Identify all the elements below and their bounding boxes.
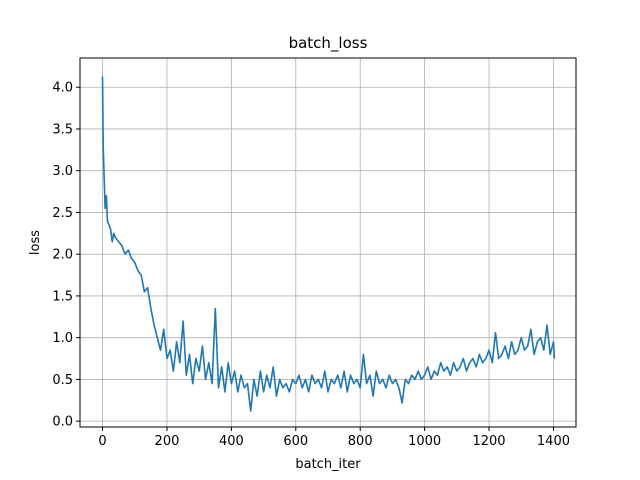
chart-title: batch_loss bbox=[289, 34, 368, 53]
x-tick-label: 0 bbox=[98, 434, 106, 449]
y-axis-label: loss bbox=[28, 230, 43, 255]
x-tick-label: 1000 bbox=[408, 434, 441, 449]
y-tick-label: 3.5 bbox=[52, 122, 73, 137]
x-tick-label: 400 bbox=[219, 434, 244, 449]
y-tick-label: 1.5 bbox=[52, 289, 73, 304]
x-tick-label: 1200 bbox=[472, 434, 505, 449]
x-tick-label: 1400 bbox=[537, 434, 570, 449]
x-tick-label: 600 bbox=[283, 434, 308, 449]
series-line-0 bbox=[101, 76, 556, 412]
y-tick-label: 2.0 bbox=[52, 248, 73, 263]
x-tick-label: 200 bbox=[155, 434, 180, 449]
y-tick-label: 4.0 bbox=[52, 81, 73, 96]
plot-frame bbox=[79, 57, 577, 428]
y-tick-label: 1.0 bbox=[52, 331, 73, 346]
y-tick-label: 0.5 bbox=[52, 373, 73, 388]
x-tick-label: 800 bbox=[348, 434, 373, 449]
ticks: 0 200 400 600 800 1000 1200 1400 0.0 0.5 1.0 1.5 2.0… bbox=[52, 81, 570, 449]
y-tick-label: 3.0 bbox=[52, 164, 73, 179]
series-layer bbox=[101, 76, 556, 412]
y-tick-label: 2.5 bbox=[52, 206, 73, 221]
x-axis-label: batch_iter bbox=[295, 457, 361, 472]
y-tick-label: 0.0 bbox=[52, 415, 73, 430]
